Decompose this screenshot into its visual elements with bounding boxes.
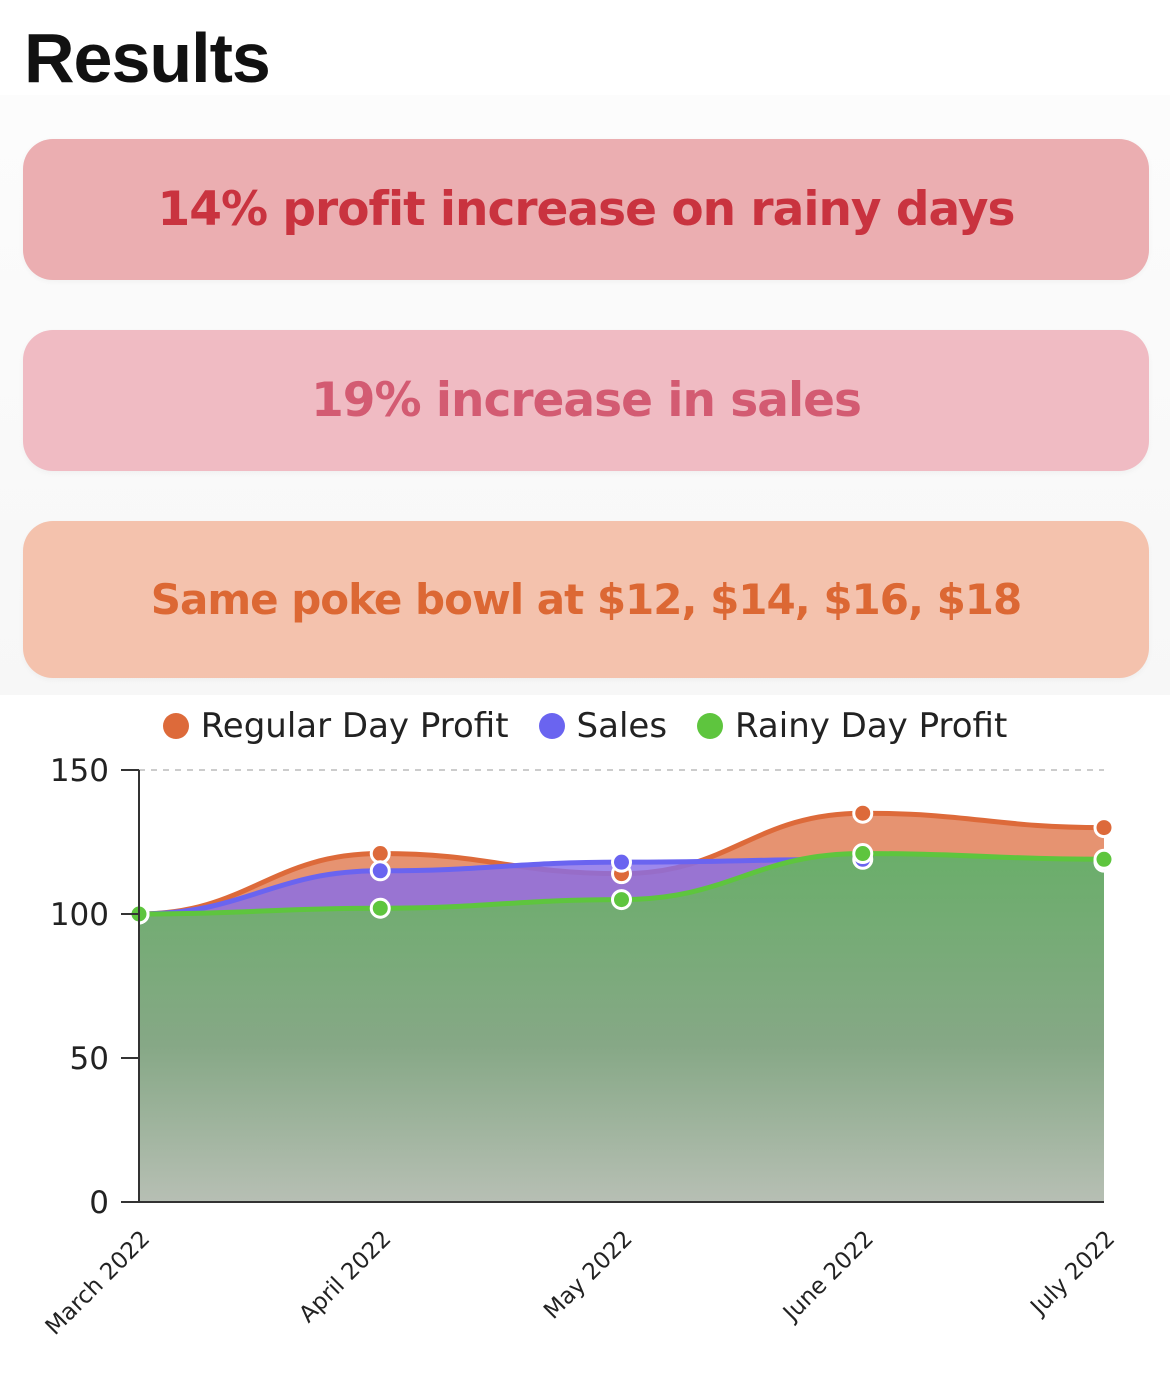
y-tick-label-0: 0 (89, 1185, 109, 1221)
x-tick-label-1: April 2022 (294, 1226, 396, 1328)
point-regular-1 (369, 843, 391, 865)
point-rainy-4 (1093, 848, 1115, 870)
point-sales-1 (369, 860, 391, 882)
x-tick-label-2: May 2022 (539, 1226, 638, 1325)
legend-item-rainy[interactable]: Rainy Day Profit (697, 706, 1007, 746)
chart-legend: Regular Day Profit Sales Rainy Day Profi… (0, 706, 1170, 746)
result-card-sales: 19% increase in sales (23, 330, 1149, 471)
point-rainy-1 (369, 897, 391, 919)
legend-label-rainy: Rainy Day Profit (735, 706, 1008, 746)
point-rainy-2 (611, 889, 632, 911)
legend-item-sales[interactable]: Sales (538, 706, 668, 746)
legend-label-sales: Sales (576, 706, 668, 746)
area-rainy (139, 853, 1104, 1202)
legend-dot-sales (538, 713, 565, 739)
point-rainy-3 (852, 843, 874, 865)
legend-dot-rainy (697, 713, 724, 739)
result-card-profit: 14% profit increase on rainy days (23, 139, 1149, 280)
point-regular-3 (852, 802, 874, 824)
legend-label-regular: Regular Day Profit (200, 706, 509, 746)
y-tick-label-100: 100 (50, 897, 109, 933)
point-sales-2 (611, 851, 632, 873)
x-tick-label-3: June 2022 (777, 1226, 879, 1328)
page-title: Results (24, 19, 271, 97)
y-tick-label-50: 50 (70, 1041, 109, 1077)
legend-dot-regular (162, 713, 189, 739)
legend-item-regular[interactable]: Regular Day Profit (162, 706, 509, 746)
result-card-pricing: Same poke bowl at $12, $14, $16, $18 (23, 521, 1149, 678)
y-tick-label-150: 150 (50, 753, 109, 789)
x-tick-label-4: July 2022 (1025, 1226, 1121, 1322)
point-regular-4 (1093, 817, 1115, 839)
x-tick-label-0: March 2022 (41, 1226, 156, 1341)
